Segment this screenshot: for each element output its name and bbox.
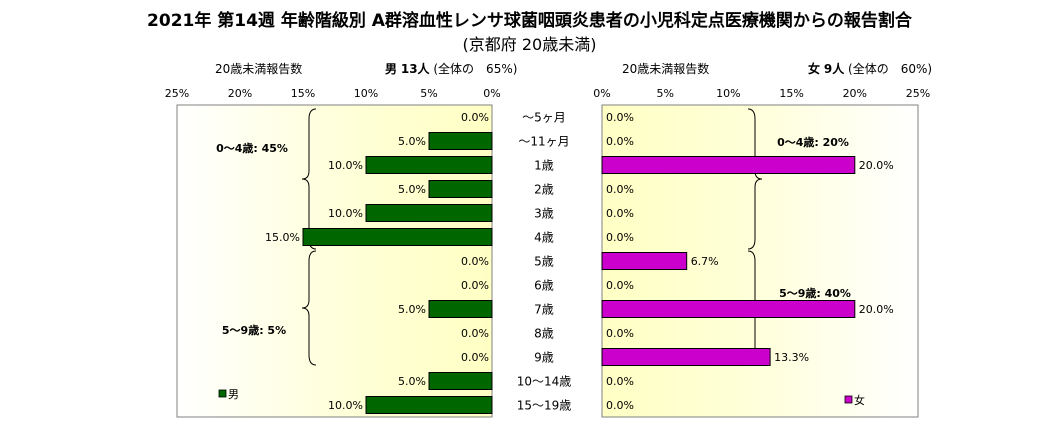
female-share: (全体の 60%) (848, 62, 933, 76)
female-legend-swatch (844, 395, 853, 404)
category-label: ～11ヶ月 (518, 135, 569, 149)
male-x-tick-label: 10% (354, 87, 378, 100)
female-x-tick-label: 25% (906, 87, 930, 100)
female-data-label: 20.0% (859, 159, 894, 172)
male-bar (365, 204, 493, 222)
female-data-label: 13.3% (774, 351, 809, 364)
male-x-tick-label: 25% (165, 87, 189, 100)
female-x-tick-label: 0% (593, 87, 610, 100)
female-data-label: 0.0% (606, 375, 634, 388)
female-x-tick-label: 5% (656, 87, 673, 100)
male-bar (365, 396, 493, 414)
male-bar (365, 156, 493, 174)
male-data-label: 10.0% (328, 159, 363, 172)
male-share: (全体の 65%) (433, 62, 518, 76)
female-data-label: 0.0% (606, 207, 634, 220)
male-data-label: 0.0% (461, 351, 489, 364)
male-data-label: 10.0% (328, 207, 363, 220)
male-count-label: 20歳未満報告数 (215, 62, 303, 76)
female-legend-label: 女 (854, 393, 865, 407)
male-bar (428, 300, 493, 318)
female-data-label: 0.0% (606, 399, 634, 412)
male-legend-swatch (218, 389, 227, 398)
female-data-label: 20.0% (859, 303, 894, 316)
female-count-label: 20歳未満報告数 (622, 62, 710, 76)
category-label: 1歳 (534, 159, 554, 173)
male-header: 男 13人 (全体の 65%) (385, 60, 517, 77)
male-bar (302, 228, 493, 246)
male-bar (428, 132, 493, 150)
category-label: 2歳 (534, 183, 554, 197)
category-label: 15～19歳 (517, 399, 572, 413)
category-label: 9歳 (534, 351, 554, 365)
male-data-label: 0.0% (461, 279, 489, 292)
female-brace-0-4 (747, 108, 763, 250)
category-label: 4歳 (534, 231, 554, 245)
male-count: 13人 (400, 62, 430, 76)
female-bar (601, 252, 688, 270)
female-data-label: 0.0% (606, 183, 634, 196)
male-x-tick-label: 5% (420, 87, 437, 100)
female-data-label: 0.0% (606, 231, 634, 244)
female-data-label: 0.0% (606, 327, 634, 340)
female-sex-label: 女 (808, 62, 821, 76)
category-label: 6歳 (534, 279, 554, 293)
female-0-4-annotation: 0～4歳: 20% (777, 135, 849, 149)
male-legend-label: 男 (228, 388, 239, 401)
male-5-9-annotation: 5～9歳: 5% (222, 323, 286, 337)
male-data-label: 5.0% (398, 375, 426, 388)
male-x-tick-label: 0% (483, 87, 500, 100)
category-label: 7歳 (534, 303, 554, 317)
female-data-label: 0.0% (606, 111, 634, 124)
female-count: 9人 (823, 62, 845, 76)
male-sex-label: 男 (385, 62, 398, 76)
male-data-label: 5.0% (398, 303, 426, 316)
male-bar (428, 180, 493, 198)
female-data-label: 6.7% (691, 255, 719, 268)
category-label: 3歳 (534, 207, 554, 221)
male-x-tick-label: 20% (228, 87, 252, 100)
female-5-9-annotation: 5～9歳: 40% (779, 286, 851, 300)
female-data-label: 0.0% (606, 279, 634, 292)
category-label: 5歳 (534, 255, 554, 269)
chart-title: 2021年 第14週 年齢階級別 A群溶血性レンサ球菌咽頭炎患者の小児科定点医療… (147, 11, 912, 31)
male-0-4-annotation: 0～4歳: 45% (216, 141, 288, 155)
female-bar (601, 348, 771, 366)
male-bar (428, 372, 493, 390)
male-brace-5-9 (301, 250, 317, 366)
male-data-label: 15.0% (265, 231, 300, 244)
male-data-label: 5.0% (398, 183, 426, 196)
category-label: 10～14歳 (517, 375, 572, 389)
female-bar (601, 300, 856, 318)
male-data-label: 10.0% (328, 399, 363, 412)
female-x-tick-label: 10% (716, 87, 740, 100)
male-x-tick-label: 15% (291, 87, 315, 100)
male-data-label: 0.0% (461, 255, 489, 268)
male-data-label: 0.0% (461, 327, 489, 340)
male-data-label: 0.0% (461, 111, 489, 124)
female-bar (601, 156, 856, 174)
female-x-tick-label: 20% (843, 87, 867, 100)
female-x-tick-label: 15% (779, 87, 803, 100)
category-label: ～5ヶ月 (522, 111, 566, 125)
female-header: 女 9人 (全体の 60%) (808, 60, 932, 77)
female-data-label: 0.0% (606, 135, 634, 148)
chart-subtitle: (京都府 20歳未満) (462, 35, 597, 54)
category-label: 8歳 (534, 327, 554, 341)
male-data-label: 5.0% (398, 135, 426, 148)
